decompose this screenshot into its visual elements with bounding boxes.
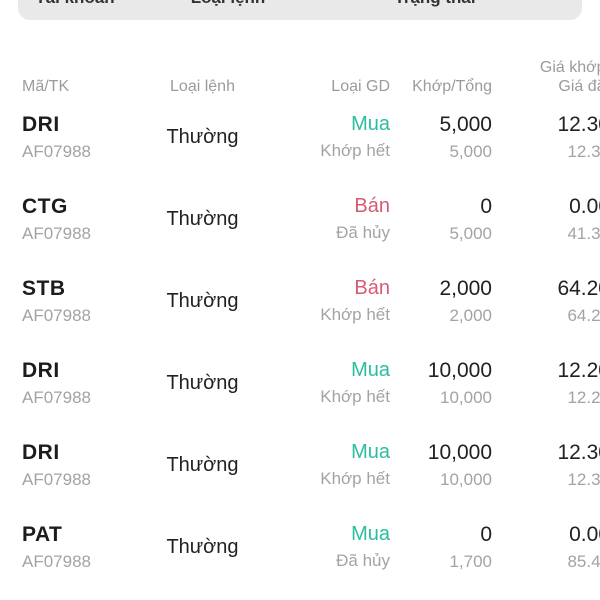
order-status: Khớp hết [320,469,390,488]
order-type: Thường [166,535,239,558]
order-price: 85.40 [567,551,600,571]
order-status: Khớp hết [320,387,390,406]
column-header-price-line1: Giá khớp/ [539,59,600,76]
order-status: Khớp hết [320,305,390,324]
filter-status[interactable]: Trạng thái [394,0,475,20]
stock-symbol: DRI [22,112,60,136]
order-price: 12.30 [567,141,600,161]
column-header-order-type: Loại lệnh [170,78,235,95]
orders-table: Mã/TK Loại lệnh Loại GD Khớp/Tổng Giá kh… [0,20,600,588]
matched-quantity: 2,000 [439,276,492,300]
account-number: AF07988 [22,223,91,243]
total-quantity: 1,700 [449,551,492,571]
column-header-symbol: Mã/TK [22,78,70,95]
table-row[interactable]: PAT AF07988 Thường Mua Đã hủy 0 1,700 0.… [0,506,600,588]
stock-symbol: DRI [22,358,60,382]
order-type: Thường [166,125,239,148]
matched-price: 12.20 [557,358,600,382]
matched-price: 12.30 [557,440,600,464]
order-price: 41.30 [567,223,600,243]
order-status: Đã hủy [336,551,390,570]
filter-account[interactable]: Tài khoản [35,0,114,20]
trade-side: Mua [351,441,390,463]
order-type: Thường [166,289,239,312]
table-row[interactable]: STB AF07988 Thường Bán Khớp hết 2,000 2,… [0,260,600,342]
total-quantity: 5,000 [449,141,492,161]
matched-quantity: 0 [480,522,492,546]
order-price: 12.30 [567,469,600,489]
trade-side: Bán [354,195,390,217]
matched-quantity: 10,000 [427,358,492,382]
total-quantity: 5,000 [449,223,492,243]
order-type: Thường [166,207,239,230]
matched-quantity: 0 [480,194,492,218]
stock-symbol: CTG [22,194,68,218]
order-price: 12.20 [567,387,600,407]
order-status: Đã hủy [336,223,390,242]
account-number: AF07988 [22,305,91,325]
trade-side: Mua [351,359,390,381]
trade-side: Mua [351,113,390,135]
stock-symbol: DRI [22,440,60,464]
matched-price: 64.20 [557,276,600,300]
column-header-price: Giá khớp/ Giá đặt [492,58,600,96]
stock-symbol: PAT [22,522,63,546]
column-header-price-line2: Giá đặt [558,78,600,95]
table-header: Mã/TK Loại lệnh Loại GD Khớp/Tổng Giá kh… [0,20,600,96]
matched-price: 0.00 [569,522,600,546]
account-number: AF07988 [22,551,91,571]
matched-price: 0.00 [569,194,600,218]
matched-price: 12.30 [557,112,600,136]
table-row[interactable]: CTG AF07988 Thường Bán Đã hủy 0 5,000 0.… [0,178,600,260]
table-row[interactable]: DRI AF07988 Thường Mua Khớp hết 10,000 1… [0,424,600,506]
order-type: Thường [166,453,239,476]
account-number: AF07988 [22,469,91,489]
trade-side: Mua [351,523,390,545]
order-type: Thường [166,371,239,394]
matched-quantity: 5,000 [439,112,492,136]
total-quantity: 10,000 [440,469,492,489]
total-quantity: 2,000 [449,305,492,325]
account-number: AF07988 [22,387,91,407]
filter-bar: Tài khoản Loại lệnh Trạng thái [18,0,582,20]
trade-side: Bán [354,277,390,299]
total-quantity: 10,000 [440,387,492,407]
stock-symbol: STB [22,276,66,300]
table-row[interactable]: DRI AF07988 Thường Mua Khớp hết 5,000 5,… [0,96,600,178]
matched-quantity: 10,000 [427,440,492,464]
table-row[interactable]: DRI AF07988 Thường Mua Khớp hết 10,000 1… [0,342,600,424]
order-price: 64.20 [567,305,600,325]
column-header-matched-total: Khớp/Tổng [412,78,492,95]
order-status: Khớp hết [320,141,390,160]
column-header-trade-side: Loại GD [331,78,390,95]
account-number: AF07988 [22,141,91,161]
filter-order-type[interactable]: Loại lệnh [191,0,266,20]
